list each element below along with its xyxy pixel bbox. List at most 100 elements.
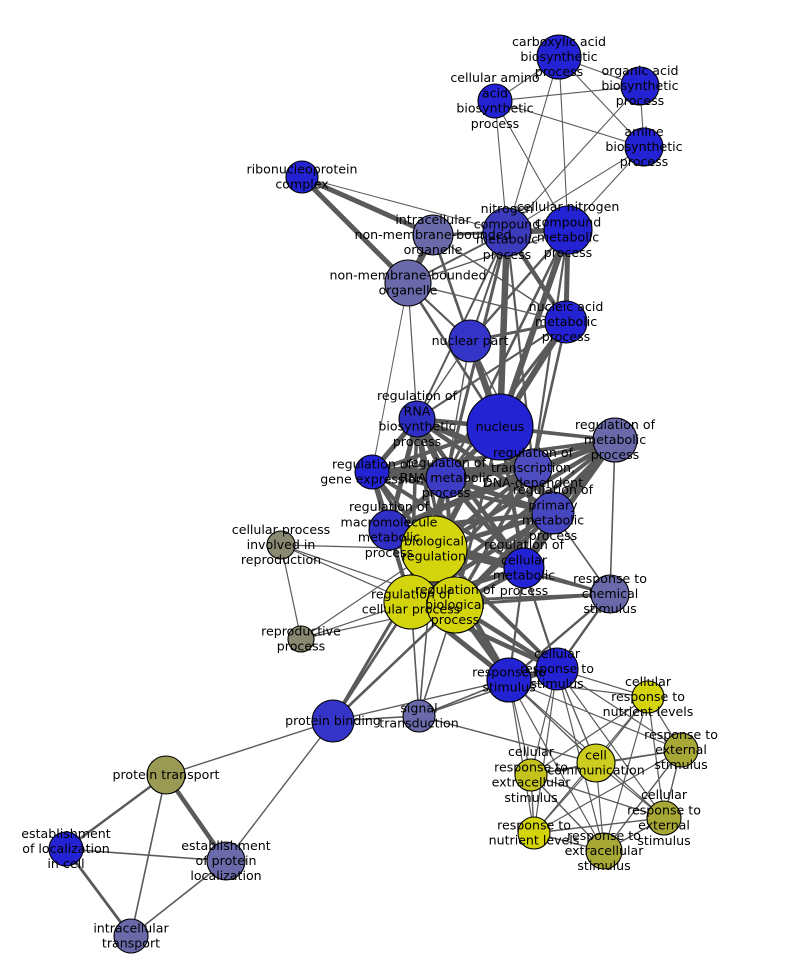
graph-edge <box>432 234 567 323</box>
graph-edge <box>508 679 535 834</box>
nodes-layer[interactable] <box>48 34 699 954</box>
graph-node-label-regulation-of-rna-biosynthetic-process: regulation of RNA biosynthetic process <box>377 388 458 449</box>
graph-node-label-non-membrane-bounded-organelle: non-membrane-bounded organelle <box>329 267 486 297</box>
graph-node-regulation-of-cellular-metabolic-process[interactable] <box>503 547 545 589</box>
graph-node-label-nuclear-part: nuclear part <box>432 333 509 348</box>
graph-node-organic-acid-biosynthetic-process[interactable] <box>620 66 660 106</box>
graph-edge <box>533 749 682 834</box>
graph-node-biological-regulation[interactable] <box>400 515 468 583</box>
graph-node-response-to-chemical-stimulus[interactable] <box>590 574 630 614</box>
graph-edge <box>558 56 569 231</box>
graph-node-regulation-of-metabolic-process[interactable] <box>592 417 638 463</box>
graph-edge <box>506 56 560 233</box>
graph-node-regulation-of-transcription-dna-dependent[interactable] <box>513 448 553 488</box>
graph-edge <box>508 679 682 751</box>
graph-node-reproductive-process[interactable] <box>287 625 315 653</box>
graph-node-label-regulation-of-rna-metabolic-process: regulation of RNA metabolic process <box>399 454 492 499</box>
graph-node-cellular-nitrogen-compound-metabolic-process[interactable] <box>543 205 593 255</box>
graph-node-intracellular-non-membrane-bounded-organelle[interactable] <box>412 214 454 256</box>
graph-node-ribonucleoprotein-complex[interactable] <box>285 160 319 194</box>
graph-edge <box>415 320 568 421</box>
graph-node-label-cellular-amino-acid-biosynthetic-process: cellular amino acid biosynthetic process <box>450 70 540 131</box>
graph-node-nucleus[interactable] <box>466 393 534 461</box>
graph-node-label-cellular-response-to-nutrient-levels: cellular response to nutrient levels <box>603 673 694 718</box>
graph-node-label-establishment-of-protein-localization: establishment of protein localization <box>181 837 270 882</box>
graph-edge <box>506 85 641 233</box>
graph-node-cellular-response-to-stimulus[interactable] <box>535 647 579 691</box>
graph-node-response-to-nutrient-levels[interactable] <box>517 816 551 850</box>
labels-layer: carboxylic acid biosynthetic process organi… <box>21 33 718 950</box>
graph-edge <box>533 668 558 834</box>
graph-edge <box>494 85 641 102</box>
graph-node-regulation-of-biological-process[interactable] <box>426 576 484 634</box>
graph-node-regulation-of-gene-expression[interactable] <box>354 454 390 490</box>
graph-node-label-regulation-of-transcription-dna-dependent: regulation of transcription, DNA-dependent <box>483 444 583 489</box>
graph-edge <box>468 228 570 343</box>
graph-node-protein-binding[interactable] <box>311 699 355 743</box>
graph-edge <box>508 679 605 852</box>
graph-node-response-to-stimulus[interactable] <box>486 657 532 703</box>
graph-node-label-response-to-extracellular-stimulus: response to extracellular stimulus <box>565 827 645 872</box>
graph-node-cellular-response-to-extracellular-stimulus[interactable] <box>514 758 548 792</box>
graph-node-response-to-external-stimulus[interactable] <box>663 732 699 768</box>
graph-node-regulation-of-primary-metabolic-process[interactable] <box>531 491 575 535</box>
graph-node-label-nucleus: nucleus <box>476 419 525 434</box>
graph-node-label-cell-communication: cell communication <box>547 747 644 777</box>
graph-node-establishment-of-protein-localization[interactable] <box>206 841 246 881</box>
graph-node-signal-transduction[interactable] <box>402 699 436 733</box>
graph-edge <box>609 439 616 595</box>
graph-node-amine-biosynthetic-process[interactable] <box>624 127 664 167</box>
graph-node-non-membrane-bounded-organelle[interactable] <box>384 259 432 307</box>
graph-node-cell-communication[interactable] <box>576 743 616 783</box>
graph-node-response-to-extracellular-stimulus[interactable] <box>585 832 623 870</box>
graph-node-label-protein-transport: protein transport <box>113 767 220 782</box>
graph-edge <box>407 229 569 284</box>
graph-edge <box>431 437 618 552</box>
graph-edge <box>386 437 618 533</box>
graph-node-label-nitrogen-compound-metabolic-process: nitrogen compound metabolic process <box>474 201 541 262</box>
graph-edge <box>64 773 168 851</box>
graph-node-nuclear-part[interactable] <box>448 319 492 363</box>
graph-edge <box>418 668 558 717</box>
graph-node-cellular-amino-acid-biosynthetic-process[interactable] <box>477 83 513 119</box>
graph-node-label-nucleic-acid-metabolic-process: nucleic acid metabolic process <box>529 298 604 343</box>
graph-edge <box>130 860 227 937</box>
graph-edge <box>494 100 645 148</box>
graph-node-regulation-of-rna-metabolic-process[interactable] <box>425 457 467 499</box>
graph-edge <box>647 696 665 819</box>
graph-node-nucleic-acid-metabolic-process[interactable] <box>544 300 588 344</box>
graph-edge <box>533 817 665 834</box>
graph-node-label-establishment-of-localization-in-cell: establishment of localization in cell <box>21 825 110 870</box>
graph-node-cellular-response-to-nutrient-levels[interactable] <box>631 680 665 714</box>
graph-edge <box>445 340 471 479</box>
graph-node-protein-transport[interactable] <box>146 755 186 795</box>
graph-node-label-intracellular-transport: intracellular transport <box>93 920 169 950</box>
graph-edge <box>301 176 508 233</box>
graph-edge <box>299 174 411 286</box>
graph-node-carboxylic-acid-biosynthetic-process[interactable] <box>536 34 582 80</box>
graph-node-intracellular-transport[interactable] <box>113 918 149 954</box>
graph-node-cellular-process-involved-in-reproduction[interactable] <box>266 530 296 560</box>
graph-node-cellular-response-to-external-stimulus[interactable] <box>646 800 682 836</box>
graph-edge <box>371 282 409 473</box>
graph-node-label-response-to-stimulus: response to stimulus <box>472 664 546 694</box>
graph-edge <box>556 668 665 819</box>
graph-edge <box>603 696 649 852</box>
graph-edge <box>225 720 334 862</box>
graph-node-label-biological-regulation: biological regulation <box>402 533 466 563</box>
graph-node-label-regulation-of-cellular-process: regulation of cellular process <box>362 586 460 616</box>
graph-node-establishment-of-localization-in-cell[interactable] <box>48 831 84 867</box>
graph-node-label-protein-binding: protein binding <box>285 713 381 728</box>
graph-node-label-cellular-response-to-external-stimulus: cellular response to external stimulus <box>627 787 701 848</box>
graph-node-label-ribonucleoprotein-complex: ribonucleoprotein complex <box>247 161 358 191</box>
graph-edge <box>370 470 555 515</box>
graph-node-nitrogen-compound-metabolic-process[interactable] <box>482 207 532 257</box>
graph-node-label-cellular-process-involved-in-reproduction: cellular process involved in reproduction <box>232 521 330 566</box>
graph-node-label-cellular-nitrogen-compound-metabolic-process: cellular nitrogen compound metabolic proces… <box>517 199 620 260</box>
graph-node-label-reproductive-process: reproductive process <box>261 623 341 653</box>
graph-node-label-regulation-of-cellular-metabolic-process: regulation of cellular metabolic process <box>484 537 565 598</box>
graph-node-label-amine-biosynthetic-process: amine biosynthetic process <box>605 123 682 168</box>
graph-node-regulation-of-rna-biosynthetic-process[interactable] <box>398 400 436 438</box>
